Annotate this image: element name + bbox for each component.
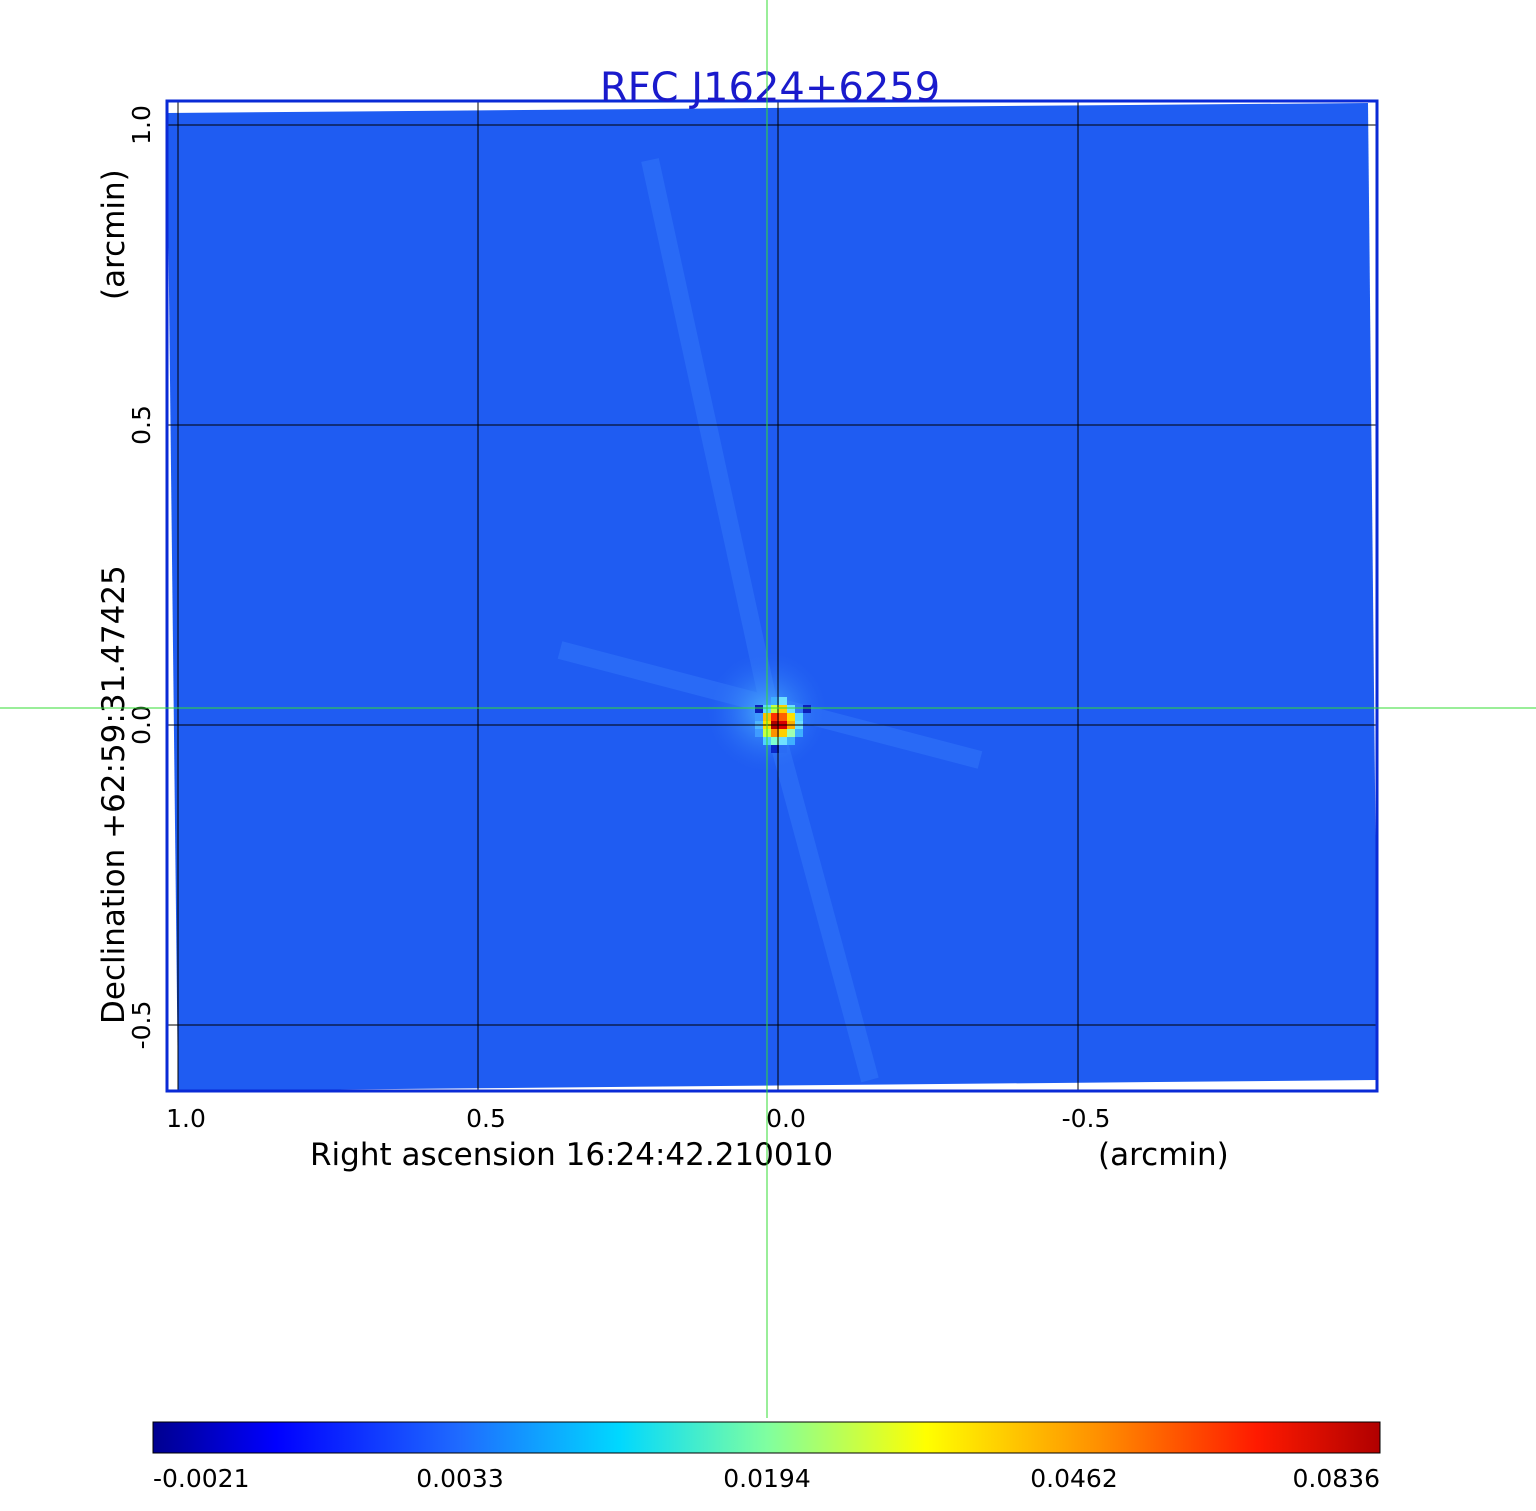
source-pixel: [779, 737, 787, 745]
image-field: [167, 103, 1377, 1091]
source-pixel: [779, 745, 787, 753]
source-pixel: [771, 713, 779, 721]
source-pixel: [755, 729, 763, 737]
colorbar-tick-label: 0.0033: [416, 1464, 503, 1493]
x-tick-label: 1.0: [166, 1104, 206, 1133]
image-data-region: [167, 103, 1377, 1091]
coordinate-grid: [167, 101, 1377, 1091]
source-pixel: [755, 705, 763, 713]
source-pixel: [803, 705, 811, 713]
colorbar-tick-label: 0.0194: [723, 1464, 810, 1493]
source-pixel: [755, 713, 763, 721]
y-tick-label: 1.0: [127, 105, 156, 145]
x-axis-unit: (arcmin): [1098, 1137, 1229, 1173]
source-pixel: [779, 729, 787, 737]
source-pixel: [771, 737, 779, 745]
source-pixel: [771, 729, 779, 737]
chart-title: RFC J1624+6259: [600, 65, 940, 111]
source-pixel: [787, 713, 795, 721]
x-tick-labels: 1.0 0.5 0.0 -0.5: [166, 1104, 1110, 1133]
source-pixel: [787, 737, 795, 745]
y-tick-label: 0.0: [127, 705, 156, 745]
y-axis-label: Declination +62:59:31.47425: [96, 565, 132, 1024]
colorbar-tick-label: 0.0462: [1030, 1464, 1117, 1493]
x-tick-label: -0.5: [1062, 1104, 1111, 1133]
colorbar-tick-label: 0.0836: [1293, 1464, 1380, 1493]
y-tick-label: 0.5: [127, 405, 156, 445]
y-tick-labels: 1.0 0.5 0.0 -0.5: [127, 105, 156, 1049]
x-tick-label: 0.0: [766, 1104, 806, 1133]
colorbar-tick-labels: -0.0021 0.0033 0.0194 0.0462 0.0836: [153, 1464, 1380, 1493]
plot-frame: [165, 99, 1379, 1093]
source-pixel: [787, 729, 795, 737]
source-pixel: [771, 745, 779, 753]
source-pixel: [779, 697, 787, 705]
source-pixel: [779, 705, 787, 713]
source-pixel: [787, 705, 795, 713]
source-pixel: [779, 713, 787, 721]
y-tick-label: -0.5: [127, 1001, 156, 1050]
source-pixel: [771, 705, 779, 713]
source-pixel: [771, 697, 779, 705]
source-pixel: [795, 713, 803, 721]
source-pixel: [795, 729, 803, 737]
x-tick-label: 0.5: [466, 1104, 506, 1133]
x-axis-label: Right ascension 16:24:42.210010: [310, 1137, 833, 1173]
colorbar-tick-label: -0.0021: [153, 1464, 250, 1493]
colorbar: [152, 1421, 1381, 1454]
y-axis-unit: (arcmin): [96, 169, 132, 300]
